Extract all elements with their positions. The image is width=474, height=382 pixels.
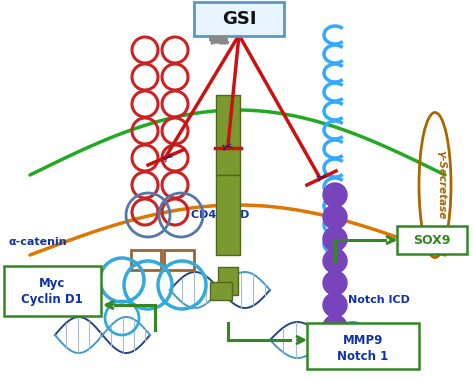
Circle shape (323, 293, 347, 317)
Text: γ-Secretase: γ-Secretase (436, 151, 446, 220)
Text: Myc
Cyclin D1: Myc Cyclin D1 (21, 277, 83, 306)
Text: ✂: ✂ (314, 170, 330, 186)
Circle shape (323, 315, 347, 339)
Text: Notch ICD: Notch ICD (348, 295, 410, 305)
Circle shape (323, 249, 347, 273)
Bar (216, 175, 240, 255)
Text: β-catenin: β-catenin (8, 277, 67, 287)
Text: SOX9: SOX9 (413, 233, 451, 246)
FancyBboxPatch shape (4, 266, 101, 316)
Bar (216, 95, 240, 175)
Text: MMP9
Notch 1: MMP9 Notch 1 (337, 333, 389, 363)
FancyBboxPatch shape (307, 323, 419, 369)
Text: CD44 ICD: CD44 ICD (191, 210, 249, 220)
FancyBboxPatch shape (397, 226, 467, 254)
Bar (164, 250, 194, 270)
Bar (210, 282, 232, 300)
Circle shape (323, 271, 347, 295)
Circle shape (323, 227, 347, 251)
Text: ✂: ✂ (159, 149, 176, 167)
Text: α-catenin: α-catenin (8, 237, 67, 247)
Text: ✂: ✂ (220, 140, 236, 156)
Circle shape (323, 205, 347, 229)
Circle shape (323, 337, 347, 361)
Bar (218, 267, 238, 295)
Text: GSI: GSI (222, 10, 256, 28)
FancyBboxPatch shape (194, 2, 284, 36)
Bar (131, 250, 161, 270)
Circle shape (323, 183, 347, 207)
